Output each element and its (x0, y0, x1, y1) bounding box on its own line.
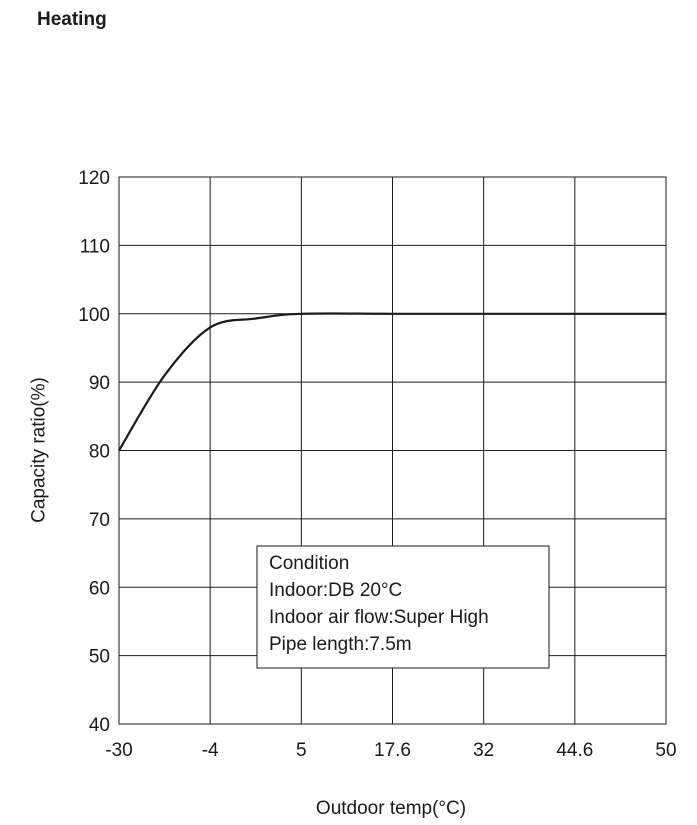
x-tick-label: 32 (473, 740, 494, 761)
y-tick-label: 40 (89, 715, 110, 736)
x-axis-title: Outdoor temp(°C) (316, 798, 466, 819)
y-tick-label: 70 (89, 510, 110, 531)
condition-legend-line: Indoor air flow:Super High (269, 607, 489, 628)
y-tick-label: 90 (89, 373, 110, 394)
y-axis-title: Capacity ratio(%) (29, 377, 50, 523)
x-tick-label: 50 (655, 740, 676, 761)
condition-legend: Condition Indoor:DB 20°C Indoor air flow… (256, 545, 550, 669)
x-tick-label: 17.6 (374, 740, 411, 761)
y-tick-label: 120 (78, 168, 110, 189)
y-tick-label: 60 (89, 578, 110, 599)
y-tick-label: 50 (89, 647, 110, 668)
page-title: Heating (37, 9, 107, 30)
condition-legend-line: Condition (269, 553, 349, 574)
condition-legend-line: Pipe length:7.5m (269, 634, 412, 655)
x-tick-label: -30 (105, 740, 132, 761)
capacity-series-line (118, 312, 666, 452)
y-tick-label: 80 (89, 442, 110, 463)
y-tick-label: 100 (78, 305, 110, 326)
y-tick-labels: 40 50 60 70 80 90 100 110 120 (78, 168, 110, 736)
x-tick-labels: -30 -4 5 17.6 32 44.6 50 (105, 740, 676, 761)
y-tick-label: 110 (80, 236, 110, 257)
condition-legend-line: Indoor:DB 20°C (269, 580, 402, 601)
x-tick-label: 44.6 (556, 740, 593, 761)
condition-legend-box (256, 545, 550, 669)
x-tick-label: -4 (202, 740, 219, 761)
x-tick-label: 5 (296, 740, 307, 761)
